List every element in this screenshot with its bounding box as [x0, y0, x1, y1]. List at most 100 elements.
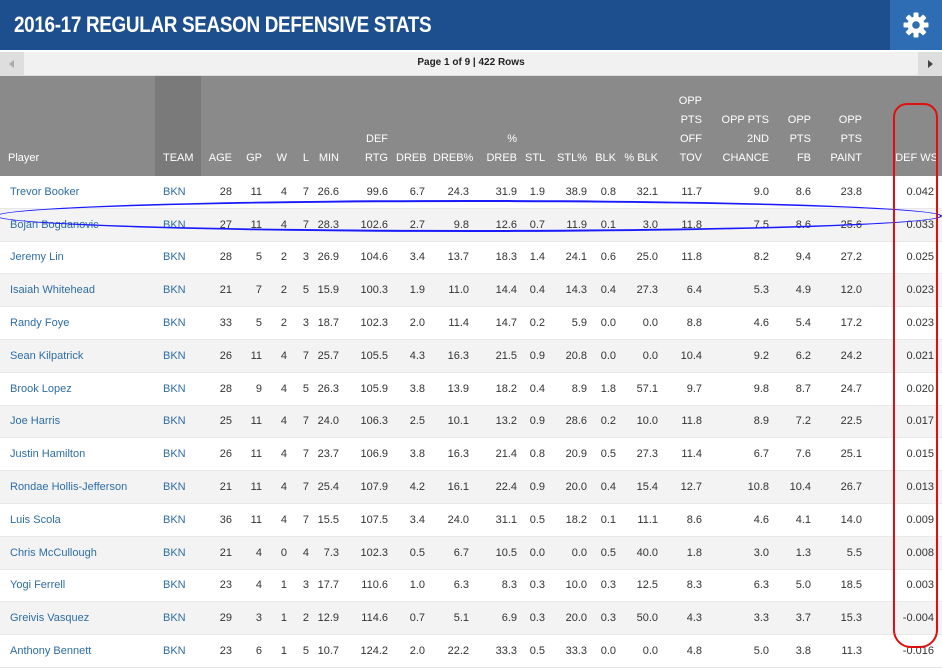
column-header-blk[interactable]: BLK	[591, 76, 620, 176]
column-header-opp-pts-off-tov[interactable]: OPP PTS OFF TOV	[662, 76, 706, 176]
column-header-age[interactable]: AGE	[201, 76, 236, 176]
cell-pct-blk: 27.3	[620, 437, 662, 472]
cell-min: 7.3	[313, 536, 343, 570]
column-header-pct-dreb[interactable]: % DREB	[473, 76, 521, 176]
team-link[interactable]: BKN	[155, 339, 201, 373]
cell-stl-pct: 24.1	[549, 241, 591, 275]
column-header-def-rtg[interactable]: DEF RTG	[343, 76, 392, 176]
cell-opp-pts-2nd-chance: 6.7	[706, 437, 773, 472]
cell-dreb-pct: 13.7	[429, 241, 473, 275]
cell-gp: 11	[236, 176, 266, 209]
team-link[interactable]: BKN	[155, 569, 201, 603]
cell-age: 23	[201, 634, 236, 668]
cell-min: 15.5	[313, 503, 343, 537]
cell-pct-blk: 0.0	[620, 634, 662, 668]
column-header-opp-pts-2nd-chance[interactable]: OPP PTS 2ND CHANCE	[706, 76, 773, 176]
table-row: Rondae Hollis-Jefferson BKN 21 11 4 7 25.4 107.…	[0, 470, 942, 504]
cell-dreb-pct: 11.4	[429, 306, 473, 340]
cell-pct-blk: 25.0	[620, 241, 662, 275]
table-row: Anthony Bennett BKN 23 6 1 5 10.7 124.2 2.0 22.2 3…	[0, 634, 942, 668]
next-page-button[interactable]	[918, 52, 942, 75]
cell-dreb: 6.7	[392, 176, 429, 209]
column-header-l[interactable]: L	[291, 76, 313, 176]
cell-age: 28	[201, 241, 236, 275]
player-link[interactable]: Joe Harris	[0, 405, 155, 439]
player-link[interactable]: Anthony Bennett	[0, 634, 155, 668]
player-link[interactable]: Justin Hamilton	[0, 437, 155, 472]
player-link[interactable]: Jeremy Lin	[0, 241, 155, 275]
cell-opp-pts-off-tov: 11.8	[662, 208, 706, 242]
cell-def-rtg: 105.9	[343, 372, 392, 406]
team-link[interactable]: BKN	[155, 437, 201, 472]
team-link[interactable]: BKN	[155, 208, 201, 242]
column-header-dreb-pct[interactable]: DREB%	[429, 76, 473, 176]
cell-stl: 0.2	[521, 306, 549, 340]
cell-opp-pts-fb: 8.7	[773, 372, 815, 406]
cell-opp-pts-paint: 15.3	[815, 601, 866, 636]
cell-dreb-pct: 6.3	[429, 569, 473, 603]
cell-pct-dreb: 31.9	[473, 176, 521, 209]
team-link[interactable]: BKN	[155, 405, 201, 439]
cell-min: 26.6	[313, 176, 343, 209]
cell-def-rtg: 106.9	[343, 437, 392, 472]
team-link[interactable]: BKN	[155, 601, 201, 636]
settings-button[interactable]	[890, 0, 942, 50]
cell-blk: 0.3	[591, 601, 620, 636]
player-link[interactable]: Randy Foye	[0, 306, 155, 340]
cell-def-rtg: 104.6	[343, 241, 392, 275]
cell-stl: 0.0	[521, 536, 549, 570]
team-link[interactable]: BKN	[155, 372, 201, 406]
team-link[interactable]: BKN	[155, 503, 201, 537]
cell-w: 4	[266, 405, 291, 439]
player-link[interactable]: Yogi Ferrell	[0, 569, 155, 603]
cell-gp: 11	[236, 405, 266, 439]
cell-min: 10.7	[313, 634, 343, 668]
cell-dreb-pct: 10.1	[429, 405, 473, 439]
team-link[interactable]: BKN	[155, 273, 201, 308]
cell-def-ws: 0.023	[866, 273, 942, 308]
cell-pct-blk: 40.0	[620, 536, 662, 570]
column-header-opp-pts-fb[interactable]: OPP PTS FB	[773, 76, 815, 176]
column-header-w[interactable]: W	[266, 76, 291, 176]
cell-def-rtg: 107.5	[343, 503, 392, 537]
column-header-player[interactable]: Player	[0, 76, 155, 176]
cell-stl: 0.4	[521, 273, 549, 308]
column-header-stl-pct[interactable]: STL%	[549, 76, 591, 176]
previous-page-button[interactable]	[0, 52, 24, 75]
cell-l: 7	[291, 405, 313, 439]
player-link[interactable]: Sean Kilpatrick	[0, 339, 155, 373]
player-link[interactable]: Chris McCullough	[0, 536, 155, 570]
column-header-min[interactable]: MIN	[313, 76, 343, 176]
column-header-stl[interactable]: STL	[521, 76, 549, 176]
cell-opp-pts-paint: 23.8	[815, 176, 866, 209]
player-link[interactable]: Isaiah Whitehead	[0, 273, 155, 308]
cell-w: 4	[266, 503, 291, 537]
column-header-pct-blk[interactable]: % BLK	[620, 76, 662, 176]
team-link[interactable]: BKN	[155, 306, 201, 340]
player-link[interactable]: Brook Lopez	[0, 372, 155, 406]
team-link[interactable]: BKN	[155, 241, 201, 275]
player-link[interactable]: Bojan Bogdanovic	[0, 208, 155, 242]
cell-age: 25	[201, 405, 236, 439]
team-link[interactable]: BKN	[155, 536, 201, 570]
team-link[interactable]: BKN	[155, 176, 201, 209]
cell-w: 4	[266, 339, 291, 373]
cell-def-rtg: 105.5	[343, 339, 392, 373]
cell-blk: 0.0	[591, 306, 620, 340]
cell-opp-pts-off-tov: 12.7	[662, 470, 706, 504]
player-link[interactable]: Luis Scola	[0, 503, 155, 537]
player-link[interactable]: Trevor Booker	[0, 176, 155, 209]
cell-dreb: 1.0	[392, 569, 429, 603]
team-link[interactable]: BKN	[155, 634, 201, 668]
column-header-opp-pts-paint[interactable]: OPP PTS PAINT	[815, 76, 866, 176]
player-link[interactable]: Rondae Hollis-Jefferson	[0, 470, 155, 504]
player-link[interactable]: Greivis Vasquez	[0, 601, 155, 636]
cell-age: 26	[201, 437, 236, 472]
team-link[interactable]: BKN	[155, 470, 201, 504]
cell-pct-blk: 0.0	[620, 339, 662, 373]
column-header-def-ws[interactable]: DEF WS	[866, 76, 942, 176]
column-header-team[interactable]: TEAM	[155, 76, 201, 176]
column-header-gp[interactable]: GP	[236, 76, 266, 176]
cell-dreb-pct: 16.3	[429, 339, 473, 373]
column-header-dreb[interactable]: DREB	[392, 76, 429, 176]
